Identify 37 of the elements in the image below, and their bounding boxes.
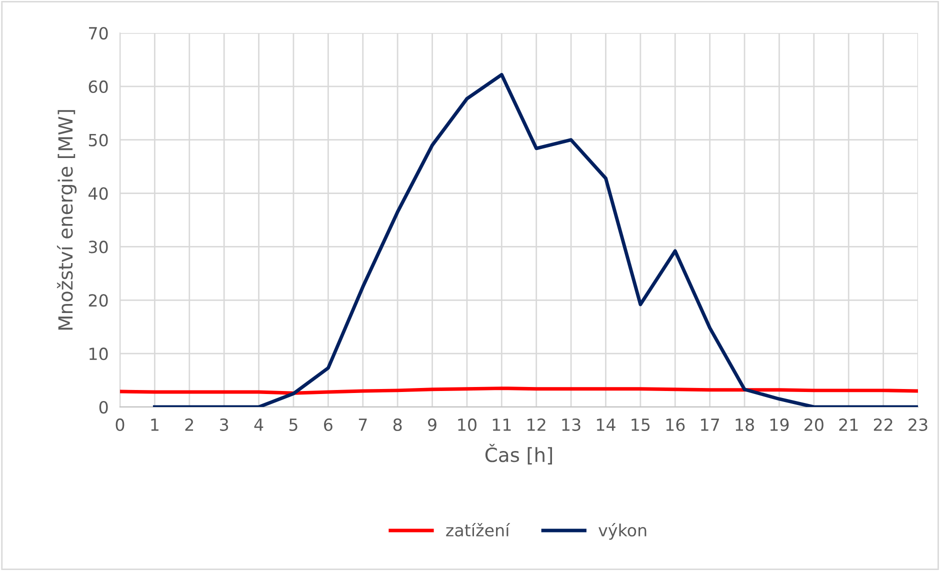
x-tick-label: 12	[528, 418, 546, 431]
x-tick-label: 1	[151, 418, 158, 431]
x-tick-label: 10	[458, 418, 476, 432]
x-tick-label: 8	[393, 418, 402, 432]
y-tick-label: 20	[88, 294, 108, 307]
x-tick-label: 2	[185, 418, 194, 431]
y-tick-label: 60	[88, 80, 108, 93]
line-series	[152, 72, 918, 407]
y-tick-label: 50	[88, 134, 108, 146]
x-tick-label: 4	[254, 418, 264, 431]
x-tick-label: 22	[874, 418, 892, 431]
x-tick-label: 16	[666, 418, 685, 432]
x-tick-label: 23	[908, 418, 928, 432]
y-tick-label: 70	[89, 26, 108, 40]
x-axis-title: Čas [h]	[485, 444, 552, 464]
legend-label: zatížení	[446, 522, 510, 537]
x-tick-label: 9	[428, 418, 436, 432]
x-tick-label: 13	[562, 418, 580, 432]
x-tick-label: 3	[220, 418, 228, 432]
legend-label: výkon	[598, 522, 646, 540]
y-tick-label: 0	[99, 400, 108, 414]
y-axis-title: Množství energie [MW]	[56, 110, 77, 330]
x-tick-label: 7	[358, 418, 367, 431]
x-tick-label: 0	[116, 418, 124, 432]
y-tick-label: 30	[88, 240, 108, 254]
x-tick-label: 19	[770, 418, 789, 432]
x-tick-label: 21	[839, 418, 858, 431]
x-tick-label: 6	[324, 418, 332, 432]
x-tick-label: 20	[804, 418, 824, 432]
x-tick-label: 18	[736, 418, 754, 432]
x-tick-label: 15	[632, 418, 650, 432]
x-tick-label: 17	[701, 418, 720, 431]
x-tick-label: 5	[289, 418, 298, 432]
x-tick-label: 11	[492, 418, 511, 431]
y-tick-label: 10	[90, 348, 108, 360]
x-tick-label: 14	[596, 418, 616, 431]
y-tick-label: 40	[88, 187, 108, 200]
